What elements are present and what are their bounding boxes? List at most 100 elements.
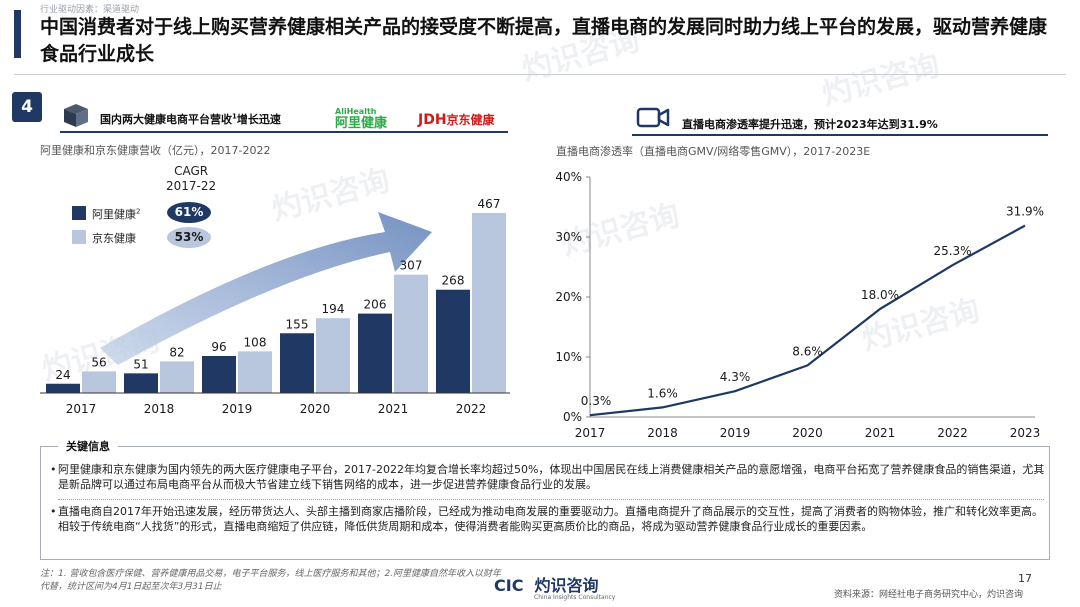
point-label-2018: 1.6% xyxy=(647,386,678,400)
bar-label-jd-2019: 108 xyxy=(244,335,267,349)
x-tick-2018: 2018 xyxy=(144,402,175,416)
cagr-label-line1: CAGR xyxy=(174,164,209,178)
x-tick-2020: 2020 xyxy=(792,426,823,440)
key-point-1-text: 阿里健康和京东健康为国内领先的两大医疗健康电子平台，2017-2022年均复合增… xyxy=(58,463,1045,491)
x-tick-2017: 2017 xyxy=(575,426,606,440)
key-point-2-text: 直播电商自2017年开始迅速发展，经历带货达人、头部主播到商家店播阶段，已经成为… xyxy=(58,505,1043,533)
right-header-line xyxy=(632,134,1048,136)
bar-label-jd-2020: 194 xyxy=(322,302,345,316)
box-icon xyxy=(64,104,88,127)
key-point-1: • 阿里健康和京东健康为国内领先的两大医疗健康电子平台，2017-2022年均复合… xyxy=(50,462,1048,492)
x-tick-2021: 2021 xyxy=(865,426,896,440)
bar-jd-2022 xyxy=(472,213,506,393)
key-point-2: • 直播电商自2017年开始迅速发展，经历带货达人、头部主播到商家店播阶段，已经成… xyxy=(50,504,1048,534)
y-tick-40%: 40% xyxy=(555,170,582,184)
right-panel-title: 直播电商渗透率提升迅速，预计2023年达到31.9% xyxy=(682,118,938,131)
jd-health-logo: JDH京东健康 xyxy=(418,111,495,128)
key-info-label: 关键信息 xyxy=(58,438,118,454)
y-tick-20%: 20% xyxy=(555,290,582,304)
bar-jd-2018 xyxy=(160,361,194,393)
bullet: • xyxy=(50,505,57,518)
bar-jd-2020 xyxy=(316,318,350,393)
x-tick-2021: 2021 xyxy=(378,402,409,416)
bar-ali-2019 xyxy=(202,356,236,393)
page-title: 中国消费者对于线上购买营养健康相关产品的接受度不断提高，直播电商的发展同时助力线… xyxy=(40,16,1048,65)
bar-label-ali-2020: 155 xyxy=(286,317,309,331)
legend-ali-text: 阿里健康 xyxy=(92,208,136,221)
left-header-sup: 1 xyxy=(232,112,237,121)
bar-jd-2017 xyxy=(82,371,116,393)
x-tick-2022: 2022 xyxy=(937,426,968,440)
cagr-jd-badge: 53% xyxy=(167,227,211,248)
line-chart: 0% 10% 20% 30% 40% 2017 2018 2019 2020 2021 2022 2… xyxy=(555,170,1044,440)
point-label-2019: 4.3% xyxy=(720,370,751,384)
bar-label-jd-2017: 56 xyxy=(91,355,106,369)
section-badge: 4 xyxy=(12,92,42,122)
key-info-box xyxy=(40,446,1050,560)
x-tick-2023: 2023 xyxy=(1010,426,1041,440)
bar-ali-2022 xyxy=(436,289,470,393)
growth-arrow xyxy=(100,212,432,365)
point-label-2020: 8.6% xyxy=(792,344,823,358)
title-divider xyxy=(14,74,1066,75)
alihealth-logo: AliHealth 阿里健康 xyxy=(335,106,387,130)
bar-label-ali-2021: 206 xyxy=(364,298,387,312)
jd-logo-en: JDH xyxy=(418,112,447,128)
cic-logo-cn: 灼识咨询 xyxy=(534,576,599,595)
y-tick-0%: 0% xyxy=(563,410,582,424)
series-line xyxy=(589,224,1026,417)
right-subtitle: 直播电商渗透率（直播电商GMV/网络零售GMV），2017-2023E xyxy=(556,145,871,158)
alihealth-logo-small: AliHealth xyxy=(335,107,377,116)
bar-jd-2021 xyxy=(394,274,428,393)
breadcrumb: 行业驱动因素：渠道驱动 xyxy=(40,5,140,15)
cagr-label-line2: 2017-22 xyxy=(166,179,217,193)
x-tick-2022: 2022 xyxy=(456,402,487,416)
legend-ali-sup: 2 xyxy=(136,207,141,216)
bar-label-jd-2018: 82 xyxy=(169,345,184,359)
key-divider xyxy=(58,499,1044,500)
bar-label-ali-2017: 24 xyxy=(55,368,70,382)
page-number: 17 xyxy=(1018,572,1032,585)
bar-ali-2020 xyxy=(280,333,314,393)
bar-label-ali-2022: 268 xyxy=(442,274,465,288)
alihealth-logo-cn: 阿里健康 xyxy=(335,116,388,131)
x-tick-2017: 2017 xyxy=(66,402,97,416)
cagr-ali-badge: 61% xyxy=(167,202,211,223)
x-tick-2020: 2020 xyxy=(300,402,331,416)
cic-logo-tagline: China Insights Consultancy xyxy=(534,594,616,601)
legend-label-ali: 阿里健康2 xyxy=(92,206,140,222)
video-camera-icon xyxy=(636,107,670,128)
bar-label-jd-2021: 307 xyxy=(400,259,423,273)
point-label-2023: 31.9% xyxy=(1006,205,1044,219)
footnote: 注：1. 营收包含医疗保健、营养健康用品交易，电子平台服务，线上医疗服务和其他；… xyxy=(40,569,502,592)
bar-label-ali-2019: 96 xyxy=(211,340,226,354)
bar-jd-2019 xyxy=(238,351,272,393)
title-accent-bar xyxy=(14,10,21,58)
bar-ali-2021 xyxy=(358,313,392,393)
cic-logo: CIC 灼识咨询 China Insights Consultancy xyxy=(494,572,615,601)
cic-logo-en: CIC xyxy=(494,576,524,595)
legend-swatch-jd xyxy=(72,230,86,244)
left-header-line xyxy=(60,131,508,133)
bar-label-ali-2018: 51 xyxy=(133,357,148,371)
bar-ali-2017 xyxy=(46,383,80,393)
bar-label-jd-2022: 467 xyxy=(478,197,501,211)
cagr-label: CAGR 2017-22 xyxy=(166,164,216,194)
x-tick-2019: 2019 xyxy=(720,426,751,440)
bar-ali-2018 xyxy=(124,373,158,393)
point-label-2021: 18.0% xyxy=(861,288,899,302)
jd-logo-cn: 京东健康 xyxy=(446,113,495,127)
source-note: 资料来源：网经社电子商务研究中心，灼识咨询 xyxy=(834,590,1024,600)
left-panel-title: 国内两大健康电商平台营收1增长迅速 xyxy=(100,111,281,127)
bullet: • xyxy=(50,463,57,476)
point-label-2022: 25.3% xyxy=(933,244,971,258)
left-header-text: 国内两大健康电商平台营收 xyxy=(100,113,232,126)
legend-swatch-ali xyxy=(72,206,86,220)
x-tick-2018: 2018 xyxy=(647,426,678,440)
left-header-tail: 增长迅速 xyxy=(236,113,281,126)
x-tick-2019: 2019 xyxy=(222,402,253,416)
y-tick-30%: 30% xyxy=(555,230,582,244)
point-label-2017: 0.3% xyxy=(581,394,612,408)
y-tick-10%: 10% xyxy=(555,350,582,364)
legend-label-jd: 京东健康 xyxy=(92,232,136,245)
